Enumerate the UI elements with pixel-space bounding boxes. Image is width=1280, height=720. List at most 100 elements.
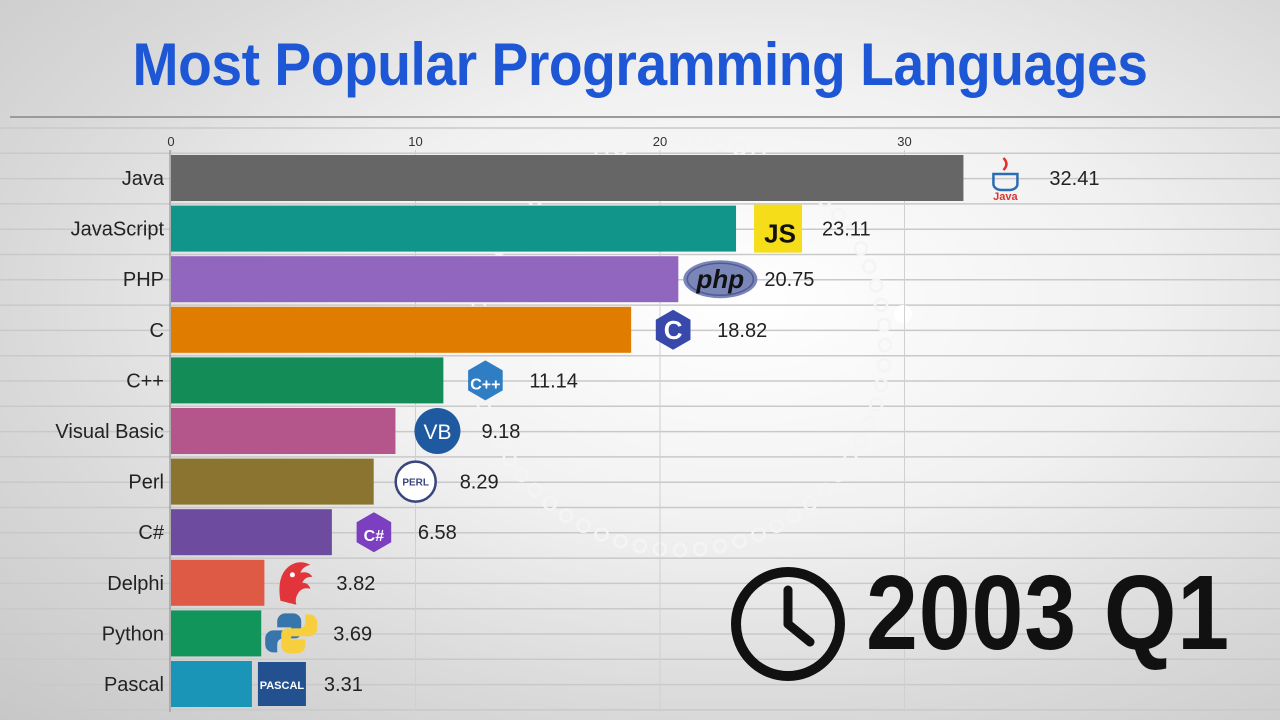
bar-group: Java Java 32.41 [122,155,1099,203]
bar [171,155,964,201]
category-label: PHP [123,269,164,291]
ring-dot [652,133,668,149]
ring-dot [853,434,869,449]
ring-dot [862,259,877,274]
x-tick-label: 20 [653,134,667,149]
title-divider [10,116,1280,118]
pascal-logo-icon: PASCAL [257,662,306,706]
delphi-logo-icon [279,562,313,605]
ring-dot [594,527,609,542]
ring-dot [868,278,884,293]
bar-group: PHP php 20.75 [123,256,814,303]
bar [171,357,444,404]
bar [171,408,396,454]
ring-dot [877,337,893,353]
ring-dot [672,132,688,148]
bar [171,509,332,556]
ring-dot [817,482,833,498]
ring-dot [502,451,517,467]
svg-text:Java: Java [993,191,1018,203]
bar-group: C# C# 6.58 [138,509,457,556]
ring-dot [712,538,728,554]
ring-dot [843,451,858,467]
bar [171,661,252,707]
category-label: Pascal [104,674,164,696]
bar [171,610,262,657]
ring-dot [831,467,846,483]
category-label: Perl [128,472,164,494]
ring-dot [732,533,747,549]
value-label: 3.31 [324,674,363,696]
svg-text:C: C [664,315,683,345]
python-logo-icon [265,613,318,654]
bar-group: Delphi 3.82 [107,559,375,606]
visual-basic-logo-icon: VB [414,408,461,454]
bar-group: C C 18.82 [150,306,767,353]
bar-group: Perl PERL 8.29 [128,458,499,505]
ring-dot [831,207,846,223]
category-label: C [150,320,164,342]
ring-dot [632,136,648,152]
category-label: Python [102,623,164,645]
bar [171,205,737,252]
bar-group: C++ C++ 11.14 [126,357,578,404]
period-label: 2003 Q1 [866,554,1231,672]
clock-icon [731,567,845,681]
ring-dot [862,416,877,431]
ring-dot [692,133,708,149]
ring-dot [576,518,591,534]
x-tick-label: 30 [897,134,911,149]
category-label: JavaScript [71,219,165,241]
svg-text:C#: C# [364,528,385,545]
category-label: Delphi [107,573,164,595]
ring-dot [732,141,747,157]
svg-text:PASCAL: PASCAL [260,680,305,692]
ring-dot [613,141,628,157]
ring-highlight [894,305,912,323]
category-label: C# [138,522,164,544]
php-logo-icon: php [683,260,758,299]
value-label: 6.58 [418,522,457,544]
ring-dot [868,397,884,412]
bar [171,559,265,606]
value-label: 11.14 [529,370,578,392]
ring-dot [483,416,498,431]
category-label: Visual Basic [55,421,164,443]
ring-dot [769,518,784,534]
cpp-logo-icon: C++ [468,360,503,401]
ring-dot [843,223,858,239]
chart-title: Most Popular Programming Languages [132,31,1148,98]
value-label: 3.82 [336,573,375,595]
ring-dot [802,496,818,511]
svg-text:VB: VB [423,421,451,444]
ring-dot [632,538,648,554]
value-label: 9.18 [481,421,520,443]
value-label: 8.29 [460,472,499,494]
ring-dot [853,241,869,256]
javascript-logo-icon: JS [754,204,803,253]
ring-dot [751,527,766,542]
bar [171,256,679,303]
ring-dot [873,297,889,313]
perl-logo-icon: PERL [394,460,437,503]
value-label: 3.69 [333,623,372,645]
category-label: Java [122,168,165,190]
bar-group: Python 3.69 [102,610,372,657]
svg-text:C++: C++ [470,376,500,393]
ring-dot [692,541,708,557]
bar [171,458,374,505]
ring-dot [786,508,802,523]
svg-text:PERL: PERL [402,478,429,489]
bar-group: Pascal PASCAL 3.31 [104,661,363,707]
ring-dot [476,397,492,412]
svg-text:JS: JS [764,219,796,249]
ring-dot [491,434,507,449]
ring-dot [558,508,574,523]
category-label: C++ [126,370,164,392]
value-label: 32.41 [1049,168,1099,190]
ring-dot [514,467,529,483]
ring-dot [873,377,889,393]
ring-dot [542,496,558,511]
csharp-logo-icon: C# [356,512,392,553]
